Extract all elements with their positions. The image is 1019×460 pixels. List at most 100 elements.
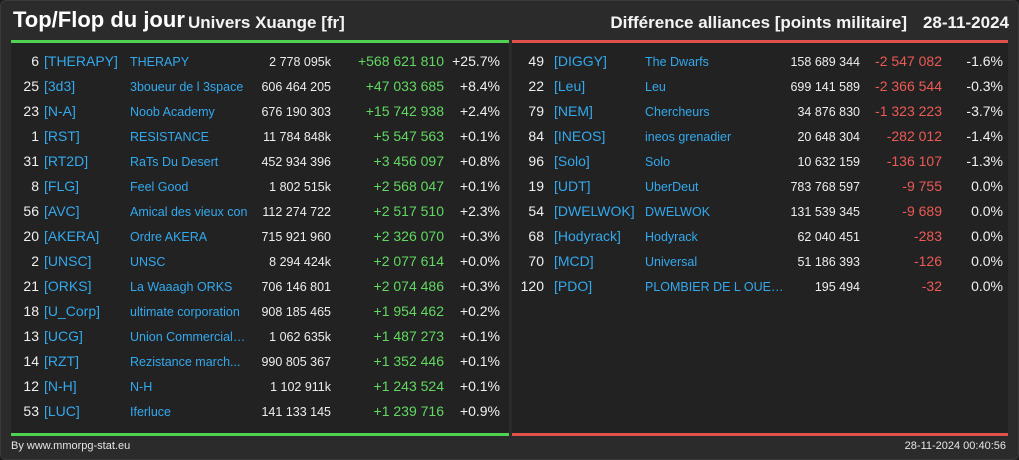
alliance-name-link[interactable]: RESISTANCE xyxy=(130,130,209,144)
alliance-tag-link[interactable]: [Solo] xyxy=(554,153,590,169)
percentage-change: +0.1% xyxy=(459,128,500,144)
alliance-tag-link[interactable]: [N-A] xyxy=(44,103,76,119)
alliance-name-link[interactable]: THERAPY xyxy=(130,55,190,69)
alliance-tag-link[interactable]: [UCG] xyxy=(44,328,83,344)
alliance-rank: 25 xyxy=(23,78,39,94)
percentage-change: +0.3% xyxy=(459,228,500,244)
generated-timestamp: 28-11-2024 00:40:56 xyxy=(904,440,1006,452)
alliance-name-link[interactable]: RaTs Du Desert xyxy=(130,155,219,169)
alliance-name-link[interactable]: Iferluce xyxy=(130,405,171,419)
alliance-points: 452 934 396 xyxy=(261,155,331,169)
alliance-tag-link[interactable]: [Hodyrack] xyxy=(554,228,621,244)
alliance-rank: 96 xyxy=(528,153,544,169)
alliance-name-link[interactable]: Noob Academy xyxy=(130,105,215,119)
alliance-name-link[interactable]: La Waaagh ORKS xyxy=(130,280,233,294)
alliance-name-link[interactable]: Union Commerciale... xyxy=(130,330,248,344)
alliance-name-link[interactable]: Solo xyxy=(645,155,671,169)
alliance-tag-link[interactable]: [DWELWOK] xyxy=(554,203,635,219)
alliance-rank: 84 xyxy=(528,128,544,144)
alliance-name-link[interactable]: UNSC xyxy=(130,255,166,269)
alliance-tag-link[interactable]: [N-H] xyxy=(44,378,77,394)
alliance-name-link[interactable]: Hodyrack xyxy=(645,230,698,244)
flop-row: 84 [INEOS] ineos grenadier 20 648 304 -282 0… xyxy=(512,124,1008,149)
top-row: 53 [LUC] Iferluce 141 133 145 +1 239 716 +0.9… xyxy=(11,399,509,424)
alliance-tag-link[interactable]: [FLG] xyxy=(44,178,80,194)
alliance-name-link[interactable]: 3boueur de l 3space xyxy=(130,80,244,94)
percentage-change: +25.7% xyxy=(452,53,500,69)
flop-panel: 49 [DIGGY] The Dwarfs 158 689 344 -2 547 082… xyxy=(512,40,1008,436)
alliance-points: 706 146 801 xyxy=(261,280,331,294)
alliance-tag-link[interactable]: [Leu] xyxy=(554,78,586,94)
alliance-name-link[interactable]: ineos grenadier xyxy=(645,130,732,144)
alliance-name-link[interactable]: PLOMBIER DE L OUEST xyxy=(645,280,785,294)
alliance-name-link[interactable]: The Dwarfs xyxy=(645,55,709,69)
alliance-tag-link[interactable]: [PDO] xyxy=(554,278,593,294)
page-title: Top/Flop du jour xyxy=(13,7,185,32)
alliance-name-link[interactable]: Rezistance march... xyxy=(130,355,241,369)
percentage-change: +0.9% xyxy=(459,403,500,419)
alliance-rank: 20 xyxy=(23,228,39,244)
percentage-change: +0.2% xyxy=(459,303,500,319)
points-difference: +5 547 563 xyxy=(373,128,444,144)
header-date: 28-11-2024 xyxy=(922,13,1009,32)
percentage-change: 0.0% xyxy=(971,228,1003,244)
points-difference: +2 326 070 xyxy=(373,228,444,244)
alliance-points: 20 648 304 xyxy=(797,130,860,144)
points-difference: +1 239 716 xyxy=(373,403,444,419)
points-difference: -2 366 544 xyxy=(875,78,942,94)
points-difference: -136 107 xyxy=(886,153,942,169)
alliance-tag-link[interactable]: [RZT] xyxy=(44,353,79,369)
alliance-tag-link[interactable]: [AVC] xyxy=(44,203,80,219)
alliance-tag-link[interactable]: [UNSC] xyxy=(44,253,92,269)
points-difference: +3 456 097 xyxy=(373,153,444,169)
alliance-tag-link[interactable]: [MCD] xyxy=(554,253,594,269)
alliance-points: 990 805 367 xyxy=(261,355,331,369)
alliance-tag-link[interactable]: [RST] xyxy=(44,128,80,144)
alliance-tag-link[interactable]: [AKERA] xyxy=(44,228,100,244)
ranking-subtitle: Différence alliances [points militaire] xyxy=(610,13,907,32)
flop-row: 49 [DIGGY] The Dwarfs 158 689 344 -2 547 082… xyxy=(512,49,1008,74)
alliance-name-link[interactable]: ultimate corporation xyxy=(130,305,240,319)
flop-row: 68 [Hodyrack] Hodyrack 62 040 451 -283 0.0% xyxy=(512,224,1008,249)
alliance-name-link[interactable]: Feel Good xyxy=(130,180,189,194)
alliance-name-link[interactable]: Leu xyxy=(645,80,666,94)
top-row: 31 [RT2D] RaTs Du Desert 452 934 396 +3 456 … xyxy=(11,149,509,174)
alliance-name-link[interactable]: Universal xyxy=(645,255,698,269)
alliance-name-link[interactable]: Chercheurs xyxy=(645,105,710,119)
alliance-tag-link[interactable]: [LUC] xyxy=(44,403,80,419)
alliance-name-link[interactable]: Amical des vieux con xyxy=(130,205,248,219)
points-difference: -283 xyxy=(913,228,942,244)
alliance-tag-link[interactable]: [U_Corp] xyxy=(44,303,101,319)
points-difference: +2 077 614 xyxy=(373,253,444,269)
flop-row: 120 [PDO] PLOMBIER DE L OUEST 195 494 -32 0.0… xyxy=(512,274,1008,299)
alliance-points: 10 632 159 xyxy=(797,155,860,169)
alliance-name-link[interactable]: UberDeut xyxy=(645,180,699,194)
top-row: 12 [N-H] N-H 1 102 911k +1 243 524 +0.1% xyxy=(11,374,509,399)
alliance-tag-link[interactable]: [UDT] xyxy=(554,178,591,194)
alliance-tag-link[interactable]: [THERAPY] xyxy=(44,53,118,69)
alliance-tag-link[interactable]: [DIGGY] xyxy=(554,53,607,69)
alliance-rank: 13 xyxy=(23,328,39,344)
alliance-tag-link[interactable]: [ORKS] xyxy=(44,278,92,294)
alliance-rank: 120 xyxy=(520,278,544,294)
points-difference: +1 954 462 xyxy=(373,303,444,319)
top-row: 14 [RZT] Rezistance march... 990 805 367 +1 … xyxy=(11,349,509,374)
alliance-rank: 14 xyxy=(23,353,39,369)
header: Top/Flop du jour Univers Xuange [fr] Dif… xyxy=(1,1,1019,41)
points-difference: +15 742 938 xyxy=(365,103,444,119)
points-difference: -9 755 xyxy=(902,178,942,194)
alliance-tag-link[interactable]: [NEM] xyxy=(554,103,593,119)
alliance-points: 158 689 344 xyxy=(790,55,860,69)
top-panel: 6 [THERAPY] THERAPY 2 778 095k +568 621 810 +… xyxy=(11,40,509,436)
alliance-rank: 53 xyxy=(23,403,39,419)
alliance-name-link[interactable]: N-H xyxy=(130,380,153,394)
alliance-tag-link[interactable]: [3d3] xyxy=(44,78,76,94)
alliance-name-link[interactable]: Ordre AKERA xyxy=(130,230,208,244)
points-difference: -1 323 223 xyxy=(875,103,942,119)
alliance-points: 715 921 960 xyxy=(261,230,331,244)
alliance-tag-link[interactable]: [RT2D] xyxy=(44,153,89,169)
alliance-name-link[interactable]: DWELWOK xyxy=(645,205,711,219)
alliance-points: 11 784 848k xyxy=(263,130,331,144)
alliance-tag-link[interactable]: [INEOS] xyxy=(554,128,606,144)
